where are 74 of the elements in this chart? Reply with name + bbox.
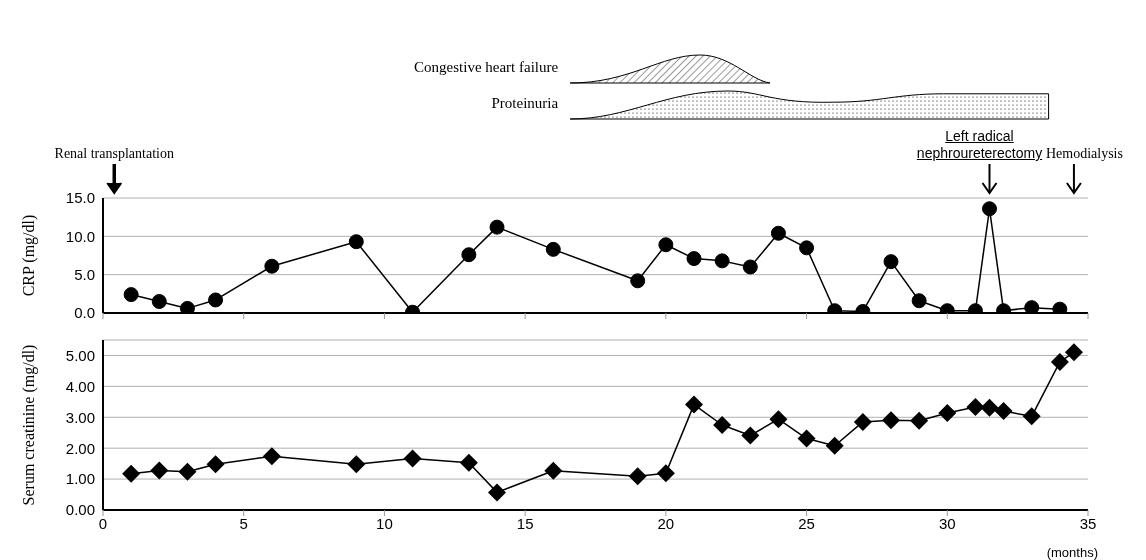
y-tick-label: 4.00 bbox=[65, 377, 95, 395]
point bbox=[122, 464, 141, 483]
y-tick-label: 0.00 bbox=[65, 501, 95, 519]
point bbox=[628, 467, 647, 486]
point bbox=[770, 225, 786, 241]
point bbox=[544, 461, 563, 480]
point bbox=[179, 300, 195, 313]
text: Hemodialysis bbox=[1045, 145, 1123, 162]
point bbox=[883, 254, 899, 270]
point bbox=[910, 411, 929, 430]
x-tick-label: 0 bbox=[98, 514, 108, 532]
point bbox=[459, 453, 478, 472]
point bbox=[488, 483, 506, 502]
text: Congestive heart failure bbox=[414, 59, 559, 76]
y-tick-label: 10.0 bbox=[65, 227, 95, 245]
point bbox=[769, 410, 788, 429]
point bbox=[348, 234, 364, 250]
point bbox=[206, 455, 225, 474]
x-tick-label: 30 bbox=[938, 514, 956, 532]
point bbox=[658, 237, 674, 253]
point bbox=[123, 287, 139, 303]
y-tick-label: 0.0 bbox=[74, 304, 95, 322]
y-tick-label: 2.00 bbox=[65, 439, 95, 457]
point bbox=[742, 259, 758, 275]
point bbox=[151, 294, 167, 309]
point bbox=[685, 395, 703, 414]
x-tick-label: 10 bbox=[376, 514, 393, 532]
x-tick-label: 25 bbox=[798, 514, 815, 532]
x-tick-label: 5 bbox=[239, 514, 248, 532]
point bbox=[1064, 343, 1083, 362]
point bbox=[825, 436, 844, 455]
point bbox=[980, 398, 999, 417]
point bbox=[656, 464, 675, 483]
point bbox=[403, 449, 422, 468]
y-axis-title: CRP (mg/dl) bbox=[19, 214, 38, 297]
point bbox=[347, 455, 366, 474]
point bbox=[208, 292, 224, 308]
point bbox=[545, 241, 561, 257]
x-tick-label: 20 bbox=[657, 514, 675, 532]
point bbox=[489, 219, 505, 235]
point bbox=[853, 412, 872, 431]
point bbox=[938, 403, 957, 422]
y-tick-label: 3.00 bbox=[65, 408, 95, 426]
y-tick-label: 1.00 bbox=[65, 470, 95, 488]
point bbox=[630, 273, 646, 289]
point bbox=[686, 251, 702, 267]
point bbox=[1022, 407, 1041, 426]
point bbox=[799, 240, 815, 256]
point bbox=[797, 429, 816, 448]
point bbox=[882, 411, 900, 430]
point bbox=[1050, 352, 1069, 371]
y-tick-label: 5.00 bbox=[65, 346, 95, 364]
text: Left radical nephroureterectomy bbox=[916, 128, 1043, 161]
point bbox=[713, 416, 732, 434]
x-tick-label: 35 bbox=[1079, 514, 1097, 532]
point bbox=[150, 461, 169, 480]
point bbox=[714, 253, 730, 269]
y-axis-title: Serum creatinine (mg/dl) bbox=[19, 344, 38, 506]
point bbox=[264, 258, 280, 274]
point bbox=[178, 462, 197, 481]
point bbox=[741, 426, 760, 445]
point bbox=[1024, 300, 1040, 313]
y-tick-label: 15.0 bbox=[65, 189, 95, 207]
point bbox=[966, 398, 985, 417]
x-axis-title: (months) bbox=[1046, 545, 1098, 560]
point bbox=[262, 447, 281, 466]
text: Renal transplantation bbox=[54, 145, 174, 162]
x-tick-label: 15 bbox=[516, 514, 534, 532]
point bbox=[461, 247, 477, 263]
point bbox=[994, 402, 1013, 421]
point bbox=[911, 293, 927, 309]
point bbox=[982, 201, 997, 217]
y-tick-label: 5.0 bbox=[74, 265, 95, 283]
text: Proteinuria bbox=[491, 95, 559, 112]
